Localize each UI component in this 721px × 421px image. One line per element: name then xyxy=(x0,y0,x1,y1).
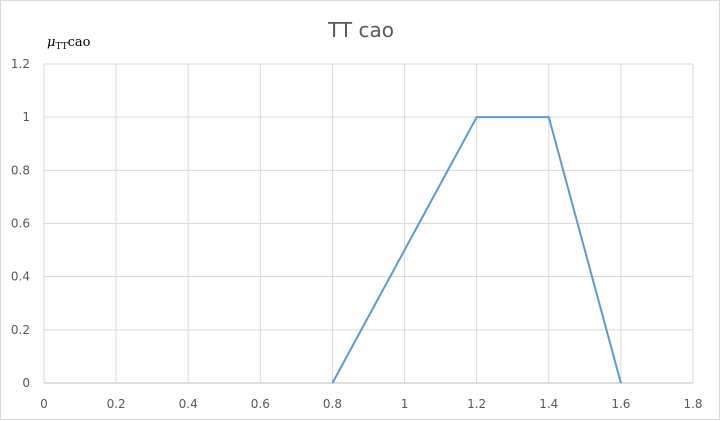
grid-lines xyxy=(43,63,694,383)
x-tick-label: 1.2 xyxy=(467,397,486,411)
x-tick-label: 1 xyxy=(401,397,409,411)
tick-labels: 0 0.2 0.4 0.6 0.8 1 1.2 0 0.2 0.4 0.6 0.8 1 1.2 1.4 1.6… xyxy=(11,57,703,411)
x-tick-label: 0.4 xyxy=(179,397,198,411)
y-tick-label: 0 xyxy=(22,376,30,390)
chart-title: TT cao xyxy=(327,18,394,42)
x-tick-label: 1.8 xyxy=(683,397,702,411)
x-tick-label: 0.6 xyxy=(251,397,270,411)
y-tick-label: 0.8 xyxy=(11,163,30,177)
x-tick-label: 0.2 xyxy=(107,397,126,411)
x-tick-label: 1.6 xyxy=(611,397,630,411)
y-tick-label: 1 xyxy=(22,110,30,124)
y-axis-label-subscript: TT xyxy=(55,42,67,52)
x-tick-label: 0 xyxy=(40,397,48,411)
y-axis-label-symbol: μ xyxy=(47,35,55,50)
x-tick-label: 1.4 xyxy=(539,397,558,411)
y-tick-label: 0.6 xyxy=(11,217,30,231)
series-line xyxy=(331,116,622,384)
y-axis-label: μTTcao xyxy=(47,35,91,52)
y-tick-label: 0.4 xyxy=(11,270,30,284)
x-tick-label: 0.8 xyxy=(323,397,342,411)
series-layer xyxy=(331,116,622,384)
y-tick-label: 1.2 xyxy=(11,57,30,71)
y-axis-label-suffix: cao xyxy=(68,35,91,50)
y-tick-label: 0.2 xyxy=(11,323,30,337)
